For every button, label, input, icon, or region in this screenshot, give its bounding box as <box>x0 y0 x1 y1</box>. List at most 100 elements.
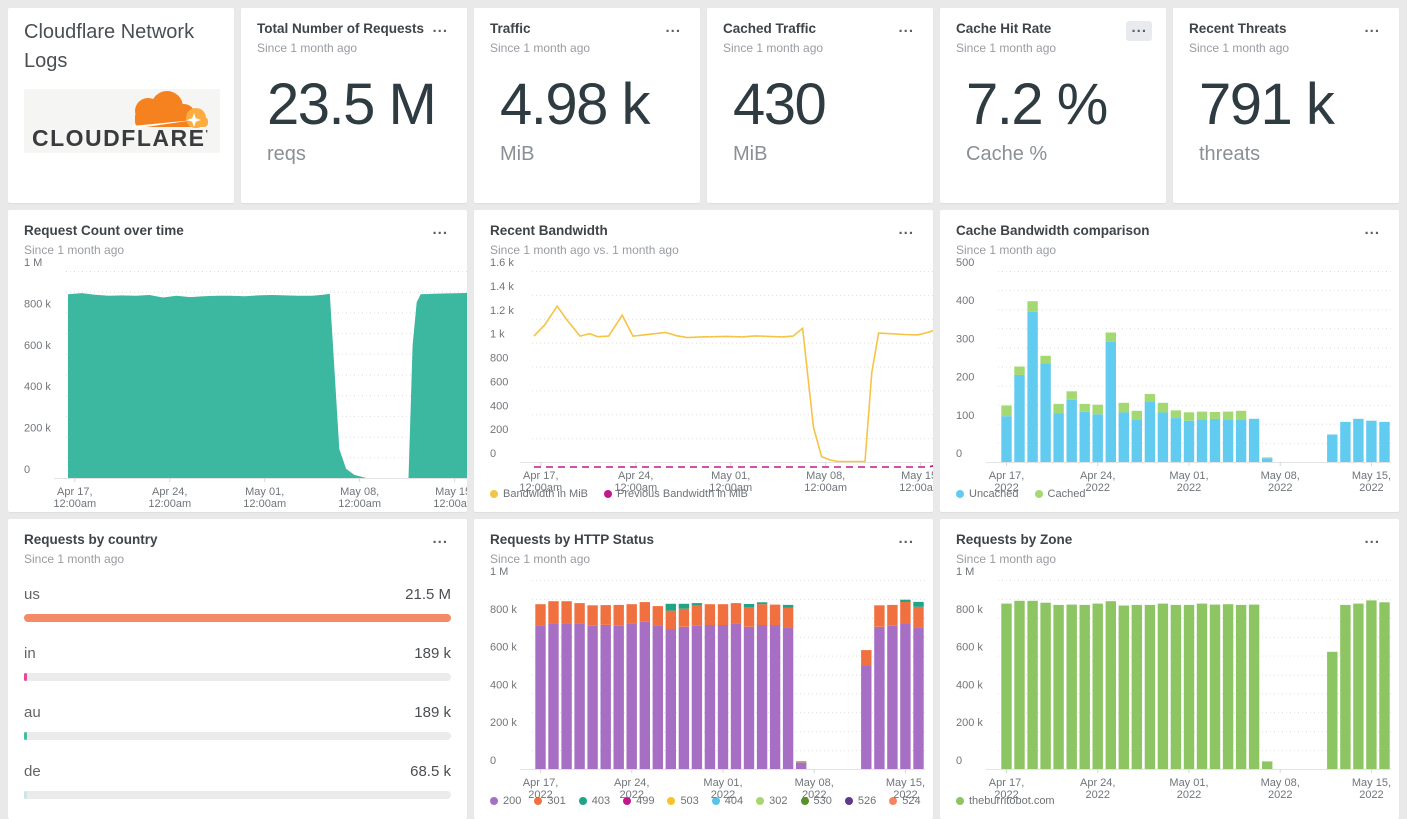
country-label: in <box>24 644 36 662</box>
svg-text:2022: 2022 <box>994 482 1018 494</box>
svg-text:2022: 2022 <box>994 789 1018 801</box>
svg-text:Apr 24,: Apr 24, <box>1080 777 1115 789</box>
svg-text:May 08,: May 08, <box>1261 470 1300 482</box>
legend-item-200[interactable]: 200 <box>490 795 521 807</box>
svg-text:2022: 2022 <box>1359 789 1383 801</box>
cache-bandwidth-chart[interactable]: 0 100 200 300 400 500 Apr 17, 2022 Apr 24, 2022 Ma… <box>940 257 1399 494</box>
legend-label: 526 <box>857 795 877 807</box>
legend-dot <box>711 797 720 805</box>
svg-text:800 k: 800 k <box>24 298 51 310</box>
legend-item-404[interactable]: 404 <box>711 795 744 807</box>
svg-text:0: 0 <box>490 755 496 767</box>
svg-text:2022: 2022 <box>1359 482 1383 494</box>
svg-text:400: 400 <box>956 295 974 307</box>
country-bar-fill <box>24 790 27 799</box>
svg-text:1 M: 1 M <box>956 566 974 578</box>
stat-unit: MiB <box>500 142 535 165</box>
chart-title: Cache Bandwidth comparison <box>956 223 1150 238</box>
card-menu-button[interactable]: ... <box>1126 20 1152 41</box>
country-row-au: au 189 k <box>24 704 451 740</box>
legend-item-Uncached[interactable]: Uncached <box>956 488 1019 500</box>
legend-item-Bandwidth in MiB[interactable]: Bandwidth in MiB <box>490 488 588 500</box>
legend-dot <box>956 797 964 805</box>
svg-text:200 k: 200 k <box>956 717 983 729</box>
card-title: Cache Hit Rate <box>956 21 1052 36</box>
chart-subtitle: Since 1 month ago <box>956 551 1057 566</box>
card-menu-button[interactable]: ... <box>1364 221 1380 238</box>
svg-text:12:00am: 12:00am <box>148 498 191 510</box>
country-row-de: de 68.5 k <box>24 763 451 799</box>
svg-text:1 M: 1 M <box>24 257 42 269</box>
svg-text:Apr 17,: Apr 17, <box>57 486 92 498</box>
recent-bandwidth-chart[interactable]: 0 200 400 600 800 1 k 1.2 k 1.4 k 1.6 k Apr 17, 12… <box>474 257 933 494</box>
svg-text:1.6 k: 1.6 k <box>490 257 514 269</box>
legend-dot <box>534 797 543 805</box>
card-menu-button[interactable]: ... <box>432 19 448 36</box>
legend-item-Previous Bandwidth in MiB[interactable]: Previous Bandwidth in MiB <box>604 488 748 500</box>
country-value: 68.5 k <box>410 762 451 780</box>
legend-label: 404 <box>724 795 744 807</box>
card-menu-button[interactable]: ... <box>898 19 914 36</box>
legend-item-403[interactable]: 403 <box>578 795 610 807</box>
legend-label: 301 <box>547 795 566 807</box>
svg-text:May 01,: May 01, <box>1169 470 1208 482</box>
country-label: au <box>24 703 41 721</box>
chart-title: Requests by HTTP Status <box>490 532 655 547</box>
legend-item-301[interactable]: 301 <box>534 795 566 807</box>
series-Cached <box>1001 301 1273 459</box>
svg-text:200 k: 200 k <box>24 422 51 434</box>
legend-item-526[interactable]: 526 <box>844 795 877 807</box>
chart-card-requests-by-zone: Requests by Zone Since 1 month ago ... 0… <box>940 519 1399 819</box>
legend-item-theburritobot.com[interactable]: theburritobot.com <box>956 795 1055 807</box>
chart-card-recent-bandwidth: Recent Bandwidth Since 1 month ago vs. 1… <box>474 210 933 512</box>
legend-item-499[interactable]: 499 <box>623 795 654 807</box>
chart-card-http-status: Requests by HTTP Status Since 1 month ag… <box>474 519 933 819</box>
stat-card-traffic: Traffic Since 1 month ago ... 4.98 k MiB <box>474 8 700 203</box>
card-menu-button[interactable]: ... <box>432 530 448 547</box>
card-menu-button[interactable]: ... <box>1364 530 1380 547</box>
legend-item-Cached[interactable]: Cached <box>1034 488 1085 500</box>
svg-text:500: 500 <box>956 257 974 269</box>
legend-item-524[interactable]: 524 <box>889 795 921 807</box>
cloudflare-wordmark: CLOUDFLARE' <box>32 125 209 151</box>
series-Bandwidth in MiB <box>533 304 933 463</box>
svg-text:May 15,: May 15, <box>886 777 925 789</box>
country-row-in: in 189 k <box>24 645 451 681</box>
card-title: Cached Traffic <box>723 21 817 36</box>
card-subtitle: Since 1 month ago <box>723 40 824 55</box>
legend-item-503[interactable]: 503 <box>667 795 699 807</box>
chart-subtitle: Since 1 month ago <box>956 242 1057 257</box>
card-menu-button[interactable]: ... <box>665 19 681 36</box>
stat-value: 4.98 k <box>500 71 651 137</box>
legend-label: 200 <box>503 795 522 807</box>
legend-item-302[interactable]: 302 <box>756 795 788 807</box>
legend-label: 530 <box>813 795 832 807</box>
card-menu-button[interactable]: ... <box>432 221 448 238</box>
legend-item-530[interactable]: 530 <box>800 795 832 807</box>
legend-dot <box>667 797 676 805</box>
legend-dot <box>623 797 632 805</box>
svg-text:1 k: 1 k <box>490 329 505 341</box>
svg-text:800 k: 800 k <box>956 604 983 616</box>
legend-dot <box>490 490 498 498</box>
card-subtitle: Since 1 month ago <box>490 40 591 55</box>
card-menu-button[interactable]: ... <box>898 221 914 238</box>
svg-text:12:00am: 12:00am <box>709 482 752 494</box>
series-Uncached <box>1001 311 1390 462</box>
card-menu-button[interactable]: ... <box>1364 19 1380 36</box>
card-subtitle: Since 1 month ago <box>1189 40 1290 55</box>
card-menu-button[interactable]: ... <box>898 530 914 547</box>
legend-dot <box>490 797 498 805</box>
svg-text:May 01,: May 01, <box>1169 777 1208 789</box>
cloudflare-logo: CLOUDFLARE' <box>24 89 220 153</box>
svg-text:2022: 2022 <box>1177 482 1201 494</box>
svg-text:May 08,: May 08, <box>806 470 845 482</box>
